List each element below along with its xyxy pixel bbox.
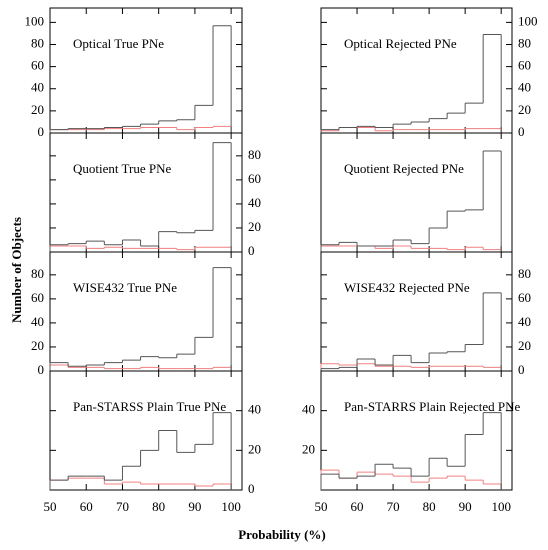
y-tick-label: 20 bbox=[31, 338, 44, 353]
y-tick-label: 40 bbox=[31, 80, 44, 95]
y-tick-label: 0 bbox=[38, 124, 45, 139]
x-tick-label: 100 bbox=[491, 499, 511, 514]
y-tick-label: 0 bbox=[518, 124, 525, 139]
panel-title: Optical Rejected PNe bbox=[344, 36, 457, 51]
y-tick-label: 40 bbox=[518, 80, 531, 95]
y-tick-label: 60 bbox=[31, 290, 44, 305]
y-tick-label: 40 bbox=[31, 314, 44, 329]
y-tick-label: 100 bbox=[25, 13, 45, 28]
panel-title: Pan-STARSS Plain True PNe bbox=[73, 399, 226, 414]
panel-title: Quotient Rejected PNe bbox=[344, 161, 464, 176]
x-tick-label: 80 bbox=[152, 499, 165, 514]
x-tick-label: 70 bbox=[387, 499, 400, 514]
y-tick-label: 80 bbox=[31, 35, 44, 50]
y-tick-label: 20 bbox=[518, 338, 531, 353]
x-tick-label: 50 bbox=[44, 499, 57, 514]
y-tick-label: 60 bbox=[31, 58, 44, 73]
y-tick-label: 40 bbox=[248, 195, 261, 210]
y-tick-label: 40 bbox=[518, 314, 531, 329]
x-tick-label: 80 bbox=[423, 499, 436, 514]
panel-title: Pan-STARRS Plain Rejected PNe bbox=[344, 399, 520, 414]
x-tick-label: 60 bbox=[351, 499, 364, 514]
y-tick-label: 80 bbox=[518, 35, 531, 50]
panel-title: Optical True PNe bbox=[73, 36, 164, 51]
y-tick-label: 20 bbox=[248, 441, 261, 456]
y-tick-label: 80 bbox=[31, 266, 44, 281]
x-tick-label: 100 bbox=[221, 499, 241, 514]
x-tick-label: 70 bbox=[116, 499, 129, 514]
y-tick-label: 0 bbox=[248, 243, 255, 258]
y-tick-label: 20 bbox=[302, 441, 315, 456]
y-tick-label: 60 bbox=[518, 58, 531, 73]
y-tick-label: 0 bbox=[518, 362, 525, 377]
y-tick-label: 20 bbox=[248, 219, 261, 234]
y-tick-label: 0 bbox=[248, 481, 255, 496]
y-tick-label: 40 bbox=[302, 402, 315, 417]
x-tick-label: 90 bbox=[188, 499, 201, 514]
y-tick-label: 60 bbox=[518, 290, 531, 305]
panel-frame bbox=[49, 370, 243, 491]
x-tick-label: 60 bbox=[80, 499, 93, 514]
x-axis-title: Probability (%) bbox=[238, 527, 326, 542]
y-axis-title: Number of Objects bbox=[9, 217, 24, 323]
panel-title: Quotient True PNe bbox=[73, 161, 171, 176]
y-tick-label: 100 bbox=[518, 13, 538, 28]
panel-frame bbox=[320, 370, 513, 491]
y-tick-label: 0 bbox=[38, 362, 45, 377]
y-tick-label: 60 bbox=[248, 171, 261, 186]
y-tick-label: 20 bbox=[518, 102, 531, 117]
panel-title: WISE432 Rejected PNe bbox=[344, 280, 470, 295]
panel-title: WISE432 True PNe bbox=[73, 280, 177, 295]
y-tick-label: 40 bbox=[248, 402, 261, 417]
x-tick-label: 50 bbox=[315, 499, 328, 514]
y-tick-label: 80 bbox=[248, 147, 261, 162]
x-tick-label: 90 bbox=[459, 499, 472, 514]
y-tick-label: 20 bbox=[31, 102, 44, 117]
y-tick-label: 80 bbox=[518, 266, 531, 281]
